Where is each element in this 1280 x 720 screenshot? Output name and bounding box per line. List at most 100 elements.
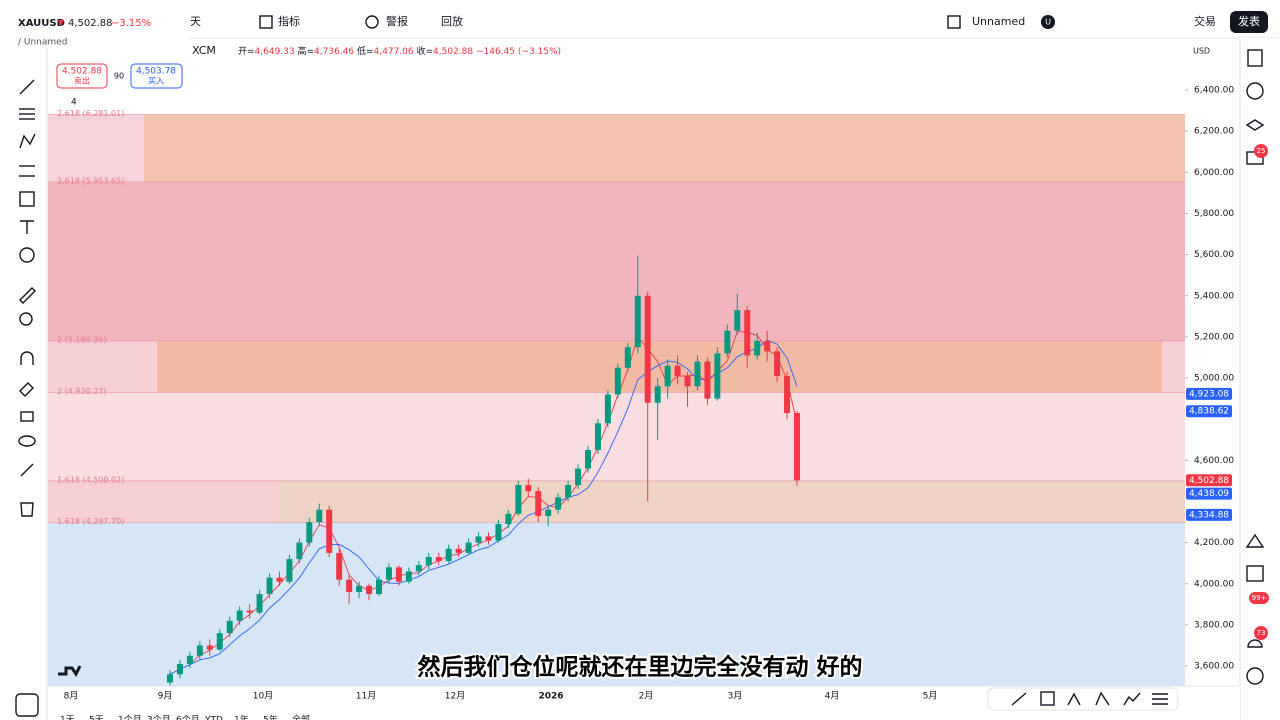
- indicator-count[interactable]: 4: [71, 98, 77, 108]
- range-button[interactable]: 5年: [263, 714, 278, 720]
- price-badge: [1186, 387, 1232, 400]
- range-button[interactable]: YTD: [204, 716, 223, 720]
- publish-button[interactable]: [1230, 11, 1268, 33]
- sell-button[interactable]: [56, 63, 108, 89]
- candle-body: [405, 571, 412, 582]
- avatar[interactable]: [1041, 15, 1055, 29]
- candle-body: [256, 594, 263, 613]
- alert[interactable]: 警报: [386, 14, 408, 28]
- fib-band: [48, 181, 1185, 341]
- interval[interactable]: 天: [190, 15, 201, 28]
- moving-average: [169, 330, 798, 675]
- candle-body: [366, 585, 373, 595]
- trade[interactable]: 交易: [1194, 14, 1216, 28]
- candle-body: [395, 567, 402, 582]
- replay[interactable]: 回放: [441, 14, 463, 28]
- candle-body: [624, 347, 631, 368]
- messages-count: 73: [1257, 629, 1266, 637]
- fib-band: [48, 38, 1185, 115]
- price-badge-label: 4,502.88: [1189, 476, 1229, 486]
- fib-label: 1.618 (4,297.70): [57, 517, 124, 526]
- sell-price: 4,502.88: [62, 67, 102, 77]
- range-button[interactable]: 1天: [60, 716, 75, 720]
- change: −3.15%: [111, 18, 151, 29]
- drawing-tools[interactable]: [15, 79, 39, 717]
- candle-body: [246, 610, 253, 613]
- plot: [167, 255, 800, 687]
- price-badge-label: 4,334.88: [1189, 510, 1229, 520]
- value: 4,649.33: [255, 47, 295, 57]
- spread: 90: [114, 72, 124, 81]
- y-tick-label: 5,600.00: [1194, 250, 1234, 260]
- range-button[interactable]: 3个月: [147, 715, 171, 720]
- drawing-bar-icons[interactable]: [1011, 691, 1168, 706]
- y-tick-label: 6,400.00: [1194, 86, 1234, 96]
- candle-body: [754, 341, 761, 356]
- candle-body: [594, 423, 601, 451]
- candle-body: [186, 655, 193, 664]
- candle-body: [306, 522, 313, 543]
- x-tick-label: 5月: [923, 691, 938, 702]
- candle-body: [694, 361, 701, 387]
- candle-body: [385, 567, 392, 580]
- fib-zones: 2.618 (6,281.01) 2.618 (5,953.65) 2 (5,180…: [48, 38, 1185, 686]
- fib-label: 2.618 (6,281.01): [57, 109, 124, 118]
- candle-body: [216, 633, 223, 650]
- range-button[interactable]: 全部: [292, 714, 310, 720]
- range-button[interactable]: 1个月: [118, 715, 142, 720]
- indicators[interactable]: 指标: [278, 14, 300, 28]
- x-tick-label: 12月: [445, 691, 465, 702]
- layout: / Unnamed: [18, 38, 67, 48]
- candle-body: [565, 485, 572, 498]
- logo: [58, 665, 82, 677]
- candle-body: [734, 310, 741, 331]
- buy-button[interactable]: [130, 63, 183, 89]
- candle-body: [614, 367, 621, 395]
- price-badge-label: 4,838.62: [1189, 407, 1229, 417]
- candle-body: [475, 536, 482, 543]
- currency[interactable]: USD: [1193, 47, 1210, 56]
- price-badge: [1186, 508, 1232, 521]
- x-tick-label: 4月: [825, 691, 840, 702]
- y-tick-label: 5,400.00: [1194, 291, 1234, 301]
- buy-price: 4,503.78: [136, 67, 176, 77]
- sell: 卖出: [74, 76, 90, 86]
- fib-label: 1.618 (4,500.02): [57, 475, 124, 484]
- symbol: XAUUSD: [18, 18, 65, 29]
- sidebar-icons[interactable]: [1245, 49, 1265, 685]
- down-arrow: [58, 20, 64, 26]
- range-button[interactable]: 6个月: [176, 715, 200, 720]
- candle-body: [535, 491, 542, 516]
- candle-body: [176, 663, 183, 675]
- y-tick-label: 3,800.00: [1194, 620, 1234, 630]
- x-tick-label: 2月: [639, 691, 654, 702]
- candle-body: [644, 295, 651, 403]
- x-tick-label: 8月: [64, 691, 79, 702]
- candle-body: [764, 341, 771, 352]
- month-labels: 8月 9月 10月 11月 12月 2026 2月 3月 4月 5月: [64, 691, 938, 702]
- ohlc: 开=4,649.33 高=4,736.46 低=4,477.06 收=4,502…: [238, 45, 561, 57]
- price-badge: [1186, 474, 1232, 487]
- range-button[interactable]: 1年: [234, 714, 249, 720]
- value: 4,502.88: [433, 47, 473, 57]
- label: 高=: [298, 45, 315, 57]
- candle-body: [415, 565, 422, 572]
- price-badge-label: 4,923.08: [1189, 389, 1229, 399]
- candle-body: [505, 513, 512, 525]
- price-axis: 6,400.00 6,200.00 6,000.00 5,800.00 5,600.00…: [1185, 86, 1234, 672]
- y-tick-label: 4,000.00: [1194, 579, 1234, 589]
- candle-body: [286, 559, 293, 582]
- checkbox[interactable]: [947, 15, 961, 29]
- value: 4,736.46: [314, 47, 354, 57]
- candle-body: [376, 579, 382, 595]
- candle-body: [296, 542, 303, 560]
- candle-body: [206, 645, 213, 650]
- publish: 发表: [1238, 14, 1260, 28]
- candle-body: [445, 548, 452, 562]
- layout-name[interactable]: Unnamed: [972, 15, 1025, 28]
- y-tick-label: 5,800.00: [1194, 209, 1234, 219]
- candle-body: [654, 386, 661, 403]
- range-button[interactable]: 5天: [89, 716, 104, 720]
- candle-body: [634, 295, 641, 348]
